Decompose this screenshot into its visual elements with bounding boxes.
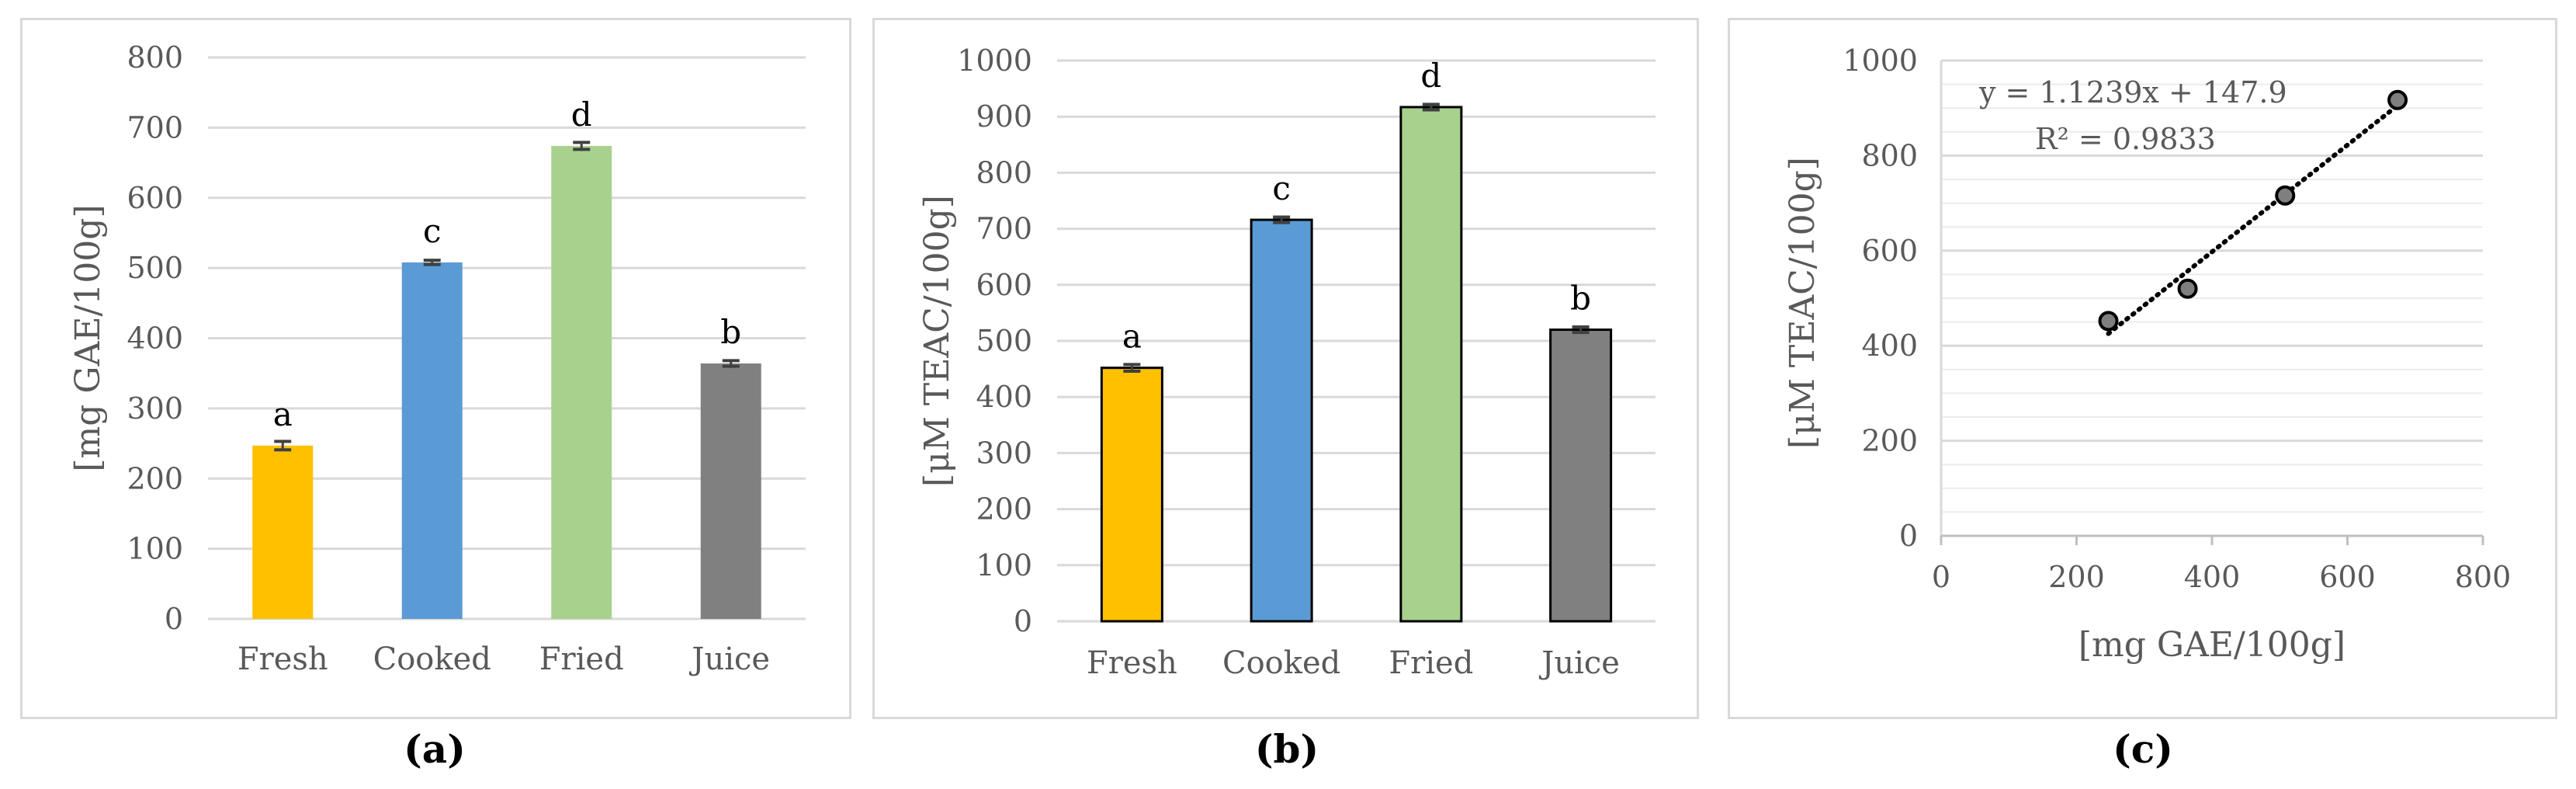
panel-b-bar-fresh (1100, 367, 1163, 623)
panel-b-ytick-label: 500 (976, 324, 1032, 358)
panel-b-ytick-label: 0 (1014, 604, 1032, 638)
panel-a-ytick-label: 300 (127, 391, 183, 426)
panel-c-r-squared: R² = 0.9833 (2035, 122, 2216, 156)
panel-c-x-axis-title: [mg GAE/100g] (2078, 625, 2345, 665)
panel-c-y-axis-title: [μM TEAC/100g] (1783, 157, 1822, 449)
panel-c-xtick-label: 400 (2184, 560, 2241, 594)
panel-b-ytick-label: 700 (976, 212, 1032, 246)
panel-b-letter-cooked: c (1272, 169, 1291, 207)
panel-b-ytick-label: 1000 (957, 43, 1032, 78)
panel-c-ytick-label: 600 (1861, 234, 1918, 268)
panel-b-letter-fresh: a (1122, 318, 1142, 356)
panel-b-ytick-label: 300 (976, 436, 1032, 470)
panel-a-ytick-label: 800 (127, 40, 183, 75)
panel-b-category-label: Juice (1538, 645, 1620, 681)
panel-a-category-label: Juice (688, 641, 770, 677)
caption-b: (b) (1254, 726, 1319, 772)
panel-b-bar-fried (1399, 106, 1463, 623)
panel-a-ytick-label: 200 (127, 461, 183, 495)
panel-a-ytick-label: 600 (127, 181, 183, 215)
panel-c-equation: y = 1.1239x + 147.9 (1978, 75, 2287, 109)
panel-c-xtick-label: 200 (2048, 560, 2105, 594)
caption-c: (c) (2113, 726, 2173, 772)
panel-a-ytick-label: 700 (127, 110, 183, 144)
panel-a-ytick-label: 400 (127, 322, 183, 356)
panel-c-xtick-label: 600 (2319, 560, 2376, 594)
panel-b-ytick-label: 900 (976, 99, 1032, 134)
panel-c-xtick-label: 800 (2455, 560, 2512, 594)
panel-a-ytick-label: 100 (127, 532, 183, 566)
panel-c-ytick-label: 800 (1861, 138, 1918, 172)
panel-b-category-label: Cooked (1222, 645, 1340, 681)
panel-b-bar-cooked (1250, 218, 1313, 623)
panel-a-bar-juice (700, 363, 761, 619)
panel-c-trendline (2106, 103, 2401, 336)
panel-c-data-point (2098, 311, 2119, 332)
panel-a-category-label: Cooked (373, 641, 491, 677)
panel-b-letter-fried: d (1420, 57, 1441, 95)
panel-c-xtick-label: 0 (1932, 560, 1950, 594)
panel-b-ytick-label: 200 (976, 492, 1032, 527)
panel-a-category-label: Fresh (237, 641, 328, 677)
panel-a-category-label: Fried (539, 641, 624, 677)
panel-c-ytick-label: 200 (1861, 424, 1918, 458)
caption-a: (a) (404, 726, 466, 772)
panel-b-category-label: Fried (1389, 645, 1473, 681)
panel-c-ytick-label: 1000 (1843, 43, 1918, 78)
panel-a-bar-fried (551, 145, 612, 619)
panel-a-bar-cooked (401, 262, 463, 619)
panel-b-ytick-label: 400 (976, 380, 1032, 414)
panel-b-ytick-label: 600 (976, 268, 1032, 302)
panel-b-ytick-label: 100 (976, 548, 1032, 582)
panel-b-letter-juice: b (1570, 280, 1591, 318)
panel-a-letter-fried: d (571, 96, 592, 134)
panel-b-category-label: Fresh (1087, 645, 1177, 681)
panel-b-y-axis-title: [μM TEAC/100g] (917, 195, 957, 487)
panel-a-ytick-label: 0 (165, 602, 183, 636)
panel-c-data-point (2387, 89, 2408, 110)
panel-b-bar-juice (1549, 328, 1613, 623)
panel-c-ytick-label: 400 (1861, 328, 1918, 363)
panel-c-data-point (2177, 278, 2198, 299)
panel-a-letter-juice: b (720, 313, 741, 351)
panel-a-bar-fresh (252, 445, 314, 619)
panel-c-ytick-label: 0 (1899, 519, 1918, 553)
panel-a-y-axis-title: [mg GAE/100g] (68, 204, 108, 471)
panel-a-ytick-label: 500 (127, 251, 183, 285)
panel-a-letter-cooked: c (423, 212, 442, 250)
panel-a-letter-fresh: a (273, 395, 293, 433)
panel-c-frame (1728, 18, 2557, 719)
panel-b-ytick-label: 800 (976, 155, 1032, 189)
panel-c-data-point (2275, 185, 2296, 206)
